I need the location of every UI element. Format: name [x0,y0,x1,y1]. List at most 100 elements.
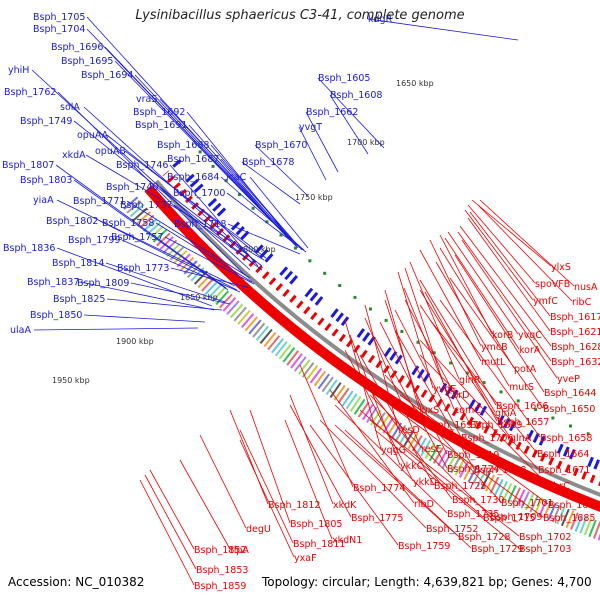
scale-dot [586,432,590,436]
blue-leader-line [164,236,255,285]
scale-dot [323,271,327,275]
feature-segment [515,489,526,507]
red-leader-line [149,469,195,550]
minus-strand-gene-label: Bsph_1680 [548,500,600,511]
label-leader-layer [31,16,575,586]
scale-dot [251,206,255,210]
plus-strand-segment [389,350,398,361]
feature-segment [349,396,362,412]
feature-segment [233,306,247,322]
plus-strand-segment [468,399,476,410]
plus-strand-segment [259,248,269,259]
blue-leader-line [170,267,251,289]
red-leader-line [289,394,334,505]
plus-strand-gene-label: Bsph_1695 [61,56,113,67]
plus-strand-gene-label: opuAA [77,130,109,141]
kbp-tick-label: 1800 kbp [238,245,276,254]
red-leader-line [429,319,538,454]
blue-leader-line [249,176,309,249]
blue-leader-line [106,298,223,311]
feature-segment [395,424,407,442]
feature-segment [215,290,230,306]
minus-strand-gene-label: glnR [459,375,481,386]
red-leader-line [364,317,422,449]
plus-strand-segment [562,446,570,457]
genome-backbone-ring [154,179,600,497]
blue-leader-line [83,314,206,323]
feature-segment [129,203,145,218]
minus-strand-gene-label: Bsph_1811 [293,539,345,550]
blue-leader-line [220,158,303,251]
feature-segment [267,335,281,351]
minus-strand-ring [144,184,600,512]
plus-strand-segment [304,287,314,298]
plus-strand-gene-label: yvgT [299,122,322,133]
blue-leader-line [33,327,199,331]
minus-strand-gene-label: Bsph_1658 [540,433,592,444]
red-leader-line [399,394,549,505]
plus-strand-gene-label: Bsph_1700 [173,188,225,199]
feature-segment [218,293,233,309]
feature-segment [271,338,284,354]
feature-segment [263,331,277,348]
map-title: Lysinibacillus sphaericus C3-41, complet… [135,8,465,23]
minus-strand-gene-label: Bsph_1666 [496,401,548,412]
red-leader-line [394,309,462,438]
plus-strand-segment [330,308,339,319]
blue-leader-line [317,77,385,149]
blue-leader-line [126,200,251,279]
feature-segment [132,207,148,221]
plus-strand-gene-label: Bsph_1608 [330,90,382,101]
minus-strand-gene-label: Bsph_1632 [551,357,600,368]
kbp-tick-label: 1950 kbp [52,376,90,385]
plus-strand-segment [194,183,204,193]
minus-strand-gene-label: degU [246,524,271,535]
red-leader-line [439,234,493,335]
red-leader-line [394,329,475,470]
blue-leader-line [57,91,246,276]
feature-segment [173,249,188,265]
red-leader-line [444,237,520,350]
plus-strand-gene-label: Bsph_1684 [167,172,219,183]
minus-strand-gene-label: Bsph_1805 [290,519,342,530]
minus-strand-gene-label: Bsph_1657 [497,417,549,428]
feature-segment [237,309,251,325]
feature-segment [467,465,478,483]
plus-strand-segment [207,197,218,207]
minus-strand-gene-label: Bsph_1703 [519,544,571,555]
red-leader-line [404,299,471,425]
blue-leader-line [105,262,226,303]
plus-strand-gene-label: Bsph_1704 [33,24,85,35]
minus-strand-gene-label: Bsph_1730 [452,495,504,506]
feature-segment [244,316,258,332]
red-leader-line [449,277,544,409]
feature-segment [317,373,330,390]
blue-leader-line [73,179,229,291]
plus-strand-segment [479,405,488,416]
scale-dot [516,399,520,403]
feature-segment [480,472,491,490]
feature-segment [441,451,453,469]
kbp-tick-label: 1650 kbp [396,79,434,88]
plus-strand-segment [356,328,366,338]
feature-segment [588,519,597,538]
kbp-tick-label: 1750 kbp [295,193,333,202]
plus-strand-gene-label: Bsph_1740 [106,182,158,193]
plus-strand-gene-label: Bsph_1809 [77,278,129,289]
red-leader-line [435,261,510,387]
feature-segment [313,370,327,387]
plus-strand-gene-label: Bsph_1837 [27,277,79,288]
minus-strand-gene-label: cbrC [548,481,570,492]
red-leader-line [397,271,434,389]
feature-segment [197,273,212,289]
feature-segment [583,517,593,536]
feature-segment [309,367,323,384]
minus-strand-gene-label: luxS [419,405,439,416]
red-leader-line [179,459,231,550]
minus-strand-gene-label: korB [492,330,513,341]
plus-strand-segment [289,275,299,285]
plus-strand-segment [314,296,324,306]
scale-dot [368,307,372,311]
red-leader-line [369,394,491,517]
